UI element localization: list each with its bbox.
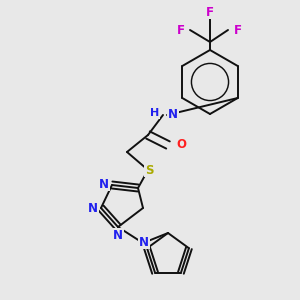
- Text: N: N: [139, 236, 149, 248]
- Text: S: S: [145, 164, 153, 176]
- Text: N: N: [88, 202, 98, 214]
- Text: F: F: [177, 23, 185, 37]
- Text: F: F: [234, 23, 242, 37]
- Text: O: O: [176, 139, 186, 152]
- Text: N: N: [113, 229, 123, 242]
- Text: N: N: [99, 178, 109, 190]
- Text: N: N: [168, 109, 178, 122]
- Text: H: H: [150, 108, 159, 118]
- Text: F: F: [206, 5, 214, 19]
